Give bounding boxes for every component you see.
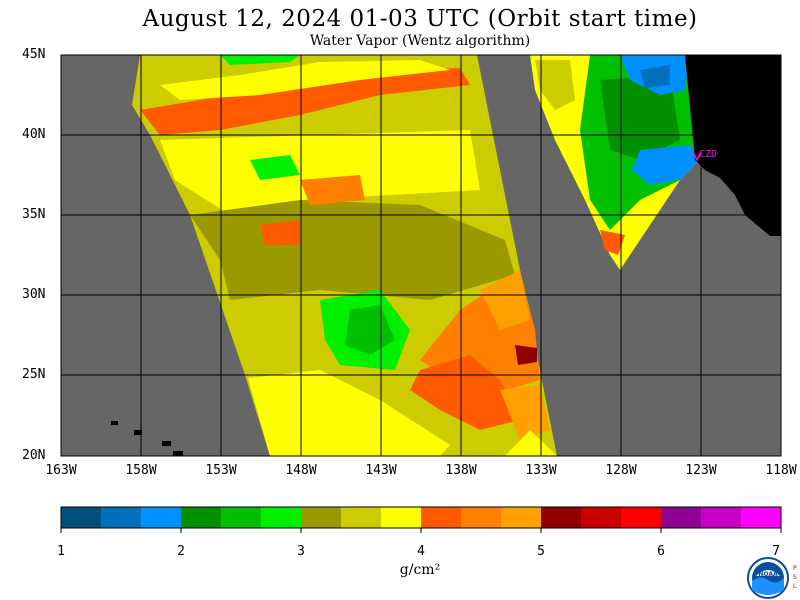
colorbar-cell	[661, 507, 702, 528]
svg-text:NOAA: NOAA	[758, 571, 778, 578]
islands	[111, 421, 183, 456]
colorbar-cell	[221, 507, 262, 528]
station-marker-icon	[692, 151, 702, 162]
lat-lon-grid	[61, 55, 781, 456]
longitude-label: 158W	[125, 463, 157, 478]
colorbar-cell	[301, 507, 342, 528]
latitude-label: 40N	[22, 127, 46, 142]
right-swath	[530, 55, 700, 270]
colorbar-cell	[261, 507, 302, 528]
colorbar-unit: g/cm²	[399, 562, 441, 578]
colorbar-cell	[341, 507, 382, 528]
map-subtitle: Water Vapor (Wentz algorithm)	[309, 33, 531, 49]
colorbar	[60, 507, 782, 533]
svg-text:L: L	[793, 583, 797, 590]
longitude-label: 118W	[765, 463, 797, 478]
map-frame	[60, 54, 782, 457]
colorbar-cell	[381, 507, 422, 528]
longitude-label: 143W	[365, 463, 397, 478]
colorbar-tick-label: 3	[297, 544, 305, 559]
colorbar-cell	[621, 507, 662, 528]
colorbar-tick-label: 4	[417, 544, 425, 559]
colorbar-cell	[61, 507, 102, 528]
map-title: August 12, 2024 01-03 UTC (Orbit start t…	[142, 6, 698, 32]
colorbar-frame	[60, 506, 782, 529]
longitude-label: 163W	[45, 463, 77, 478]
latitude-label: 35N	[22, 207, 46, 222]
colorbar-cell	[541, 507, 582, 528]
colorbar-cell	[101, 507, 142, 528]
colorbar-cell	[741, 507, 782, 528]
colorbar-cell	[141, 507, 182, 528]
colorbar-tick-label: 7	[772, 544, 780, 559]
svg-text:S: S	[793, 574, 797, 581]
longitude-label: 148W	[285, 463, 317, 478]
longitude-label: 133W	[525, 463, 557, 478]
noaa-logo-icon: NOAA P S L	[747, 557, 797, 599]
land-mass	[685, 55, 781, 236]
longitude-label: 138W	[445, 463, 477, 478]
longitude-label: 128W	[605, 463, 637, 478]
colorbar-cell	[181, 507, 222, 528]
colorbar-cell	[501, 507, 542, 528]
latitude-label: 30N	[22, 287, 46, 302]
colorbar-cell	[701, 507, 742, 528]
left-swath	[132, 55, 557, 456]
latitude-label: 20N	[22, 448, 46, 463]
colorbar-cell	[461, 507, 502, 528]
colorbar-tick-label: 6	[657, 544, 665, 559]
latitude-label: 25N	[22, 367, 46, 382]
psl-text: P	[793, 565, 797, 572]
station-label: CZD	[699, 149, 717, 160]
colorbar-tick-label: 2	[177, 544, 185, 559]
latitude-label: 45N	[22, 47, 46, 62]
colorbar-tick-label: 1	[57, 544, 65, 559]
colorbar-tick-label: 5	[537, 544, 545, 559]
longitude-label: 153W	[205, 463, 237, 478]
colorbar-cell	[581, 507, 622, 528]
longitude-label: 123W	[685, 463, 717, 478]
colorbar-cell	[421, 507, 462, 528]
